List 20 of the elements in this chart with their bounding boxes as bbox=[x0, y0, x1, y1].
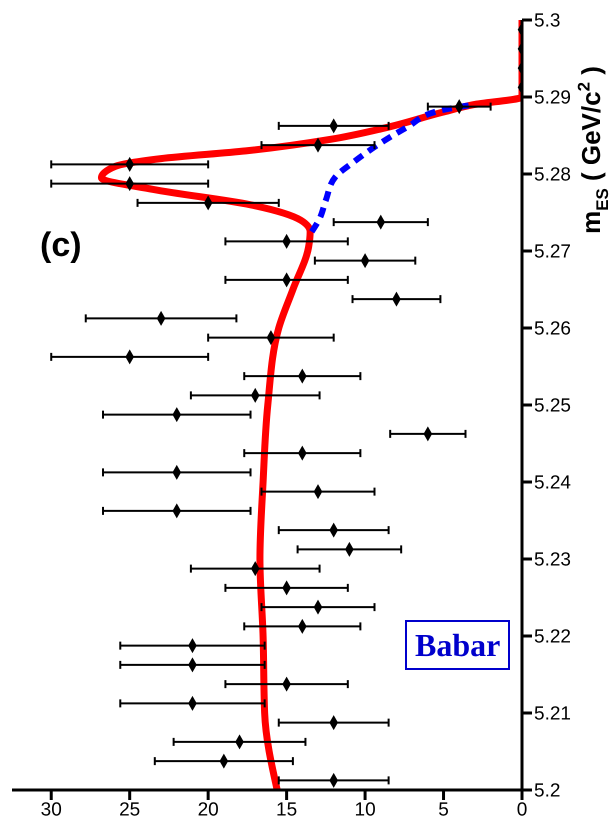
x-tick-label: 25 bbox=[119, 799, 140, 820]
y-tick-label: 5.3 bbox=[534, 10, 560, 32]
y-tick-label: 5.28 bbox=[534, 164, 571, 186]
y-tick-label: 5.24 bbox=[534, 472, 572, 494]
y-tick-label: 5.2 bbox=[534, 780, 560, 802]
y-tick-label: 5.25 bbox=[534, 396, 571, 417]
y-tick-label: 5.23 bbox=[534, 550, 571, 571]
y-tick-label: 5.21 bbox=[534, 704, 571, 725]
y-tick-label: 5.26 bbox=[534, 318, 571, 340]
x-tick-label: 15 bbox=[276, 799, 298, 820]
x-tick-label: 30 bbox=[40, 799, 62, 820]
annotation: (c) bbox=[40, 226, 82, 265]
annotation: Babar bbox=[405, 620, 510, 670]
x-tick-label: 10 bbox=[354, 799, 376, 820]
y-tick-label: 5.22 bbox=[534, 626, 571, 648]
y-tick-label: 5.27 bbox=[534, 242, 571, 263]
x-tick-label: 0 bbox=[516, 799, 528, 820]
x-tick-label: 5 bbox=[438, 799, 449, 820]
y-tick-label: 5.29 bbox=[534, 88, 571, 109]
x-tick-label: 20 bbox=[198, 799, 219, 820]
